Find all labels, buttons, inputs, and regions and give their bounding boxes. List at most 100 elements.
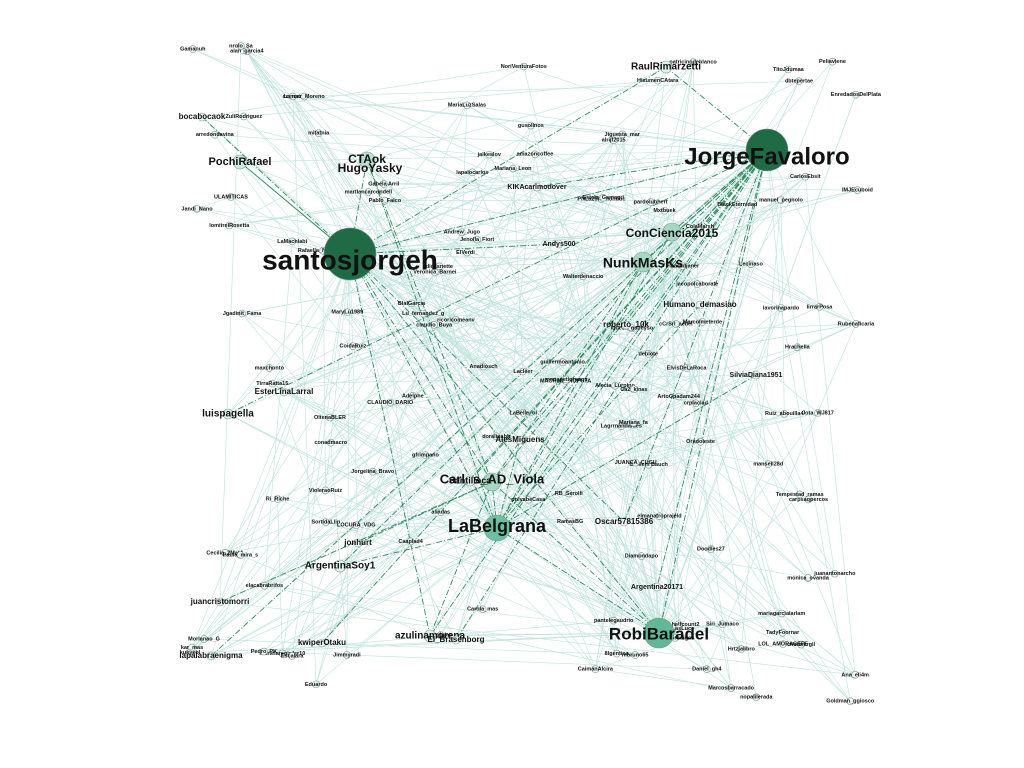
graph-edge xyxy=(291,253,351,656)
graph-edge xyxy=(603,197,644,263)
node-label: lavorinapardo xyxy=(763,305,800,311)
node-label: martlancarcondell xyxy=(345,189,393,195)
node-label: Kirk_halfcount2 xyxy=(658,622,700,628)
graph-node xyxy=(436,631,445,640)
graph-edge xyxy=(325,231,673,491)
node-label: Anadiosch xyxy=(469,364,498,370)
node-label: Estela_Gamagri xyxy=(582,195,624,201)
graph-node-major xyxy=(197,112,207,122)
graph-node xyxy=(682,364,691,372)
graph-node xyxy=(314,129,323,138)
graph-node xyxy=(653,76,662,85)
graph-node xyxy=(273,495,282,503)
node-label: Escalara xyxy=(281,653,305,659)
node-label: nopalilerada xyxy=(740,695,773,701)
node-label: jacopolcaborate xyxy=(675,282,718,288)
node-label: CaimanAlcira xyxy=(578,667,614,673)
graph-edge xyxy=(349,253,359,544)
node-label: JUANCA_CUCU xyxy=(615,460,657,466)
graph-node xyxy=(566,517,574,526)
node-label: Marcolmeterde xyxy=(683,319,722,325)
node-label-major: Humano_demasiao xyxy=(663,300,736,309)
graph-edge xyxy=(411,303,636,463)
graph-edge xyxy=(648,464,660,634)
node-label: Veronica_Barnei xyxy=(413,270,457,276)
graph-node xyxy=(288,652,296,660)
graph-edge-strong xyxy=(496,439,521,529)
graph-node xyxy=(288,237,297,246)
graph-edge xyxy=(472,172,660,634)
graph-node xyxy=(655,512,664,521)
graph-node-major xyxy=(482,472,502,492)
node-label: Jenolla_Fiori xyxy=(460,237,494,243)
graph-edge xyxy=(755,374,809,500)
node-label-major: SilviaDiana1951 xyxy=(730,372,783,379)
node-label: claudio_Buya xyxy=(416,322,453,328)
graph-edge xyxy=(631,328,697,404)
graph-edge xyxy=(582,276,618,654)
graph-edge-strong xyxy=(658,149,768,634)
graph-node-major xyxy=(643,617,675,649)
graph-edge xyxy=(196,208,440,267)
node-label: pnlvabeCasa xyxy=(511,497,546,503)
graph-node xyxy=(312,680,320,689)
node-label: Morlanao_G xyxy=(188,636,220,642)
graph-edge xyxy=(512,149,768,169)
node-label: Walterdenaccio xyxy=(563,274,604,280)
graph-edge xyxy=(210,651,264,657)
graph-edge xyxy=(658,94,857,634)
graph-edge-strong xyxy=(339,149,768,567)
graph-edge-strong xyxy=(349,253,625,523)
graph-edge xyxy=(204,638,636,656)
graph-edge xyxy=(642,261,660,634)
node-label-major: JorgeFavaloro xyxy=(684,143,849,170)
node-label: Ca2_kinas xyxy=(620,387,647,393)
graph-edge xyxy=(528,499,660,634)
graph-node xyxy=(237,42,245,50)
graph-node xyxy=(718,620,727,628)
node-label: Tempestad_ramas xyxy=(776,492,824,498)
graph-edge-strong xyxy=(349,149,768,255)
graph-edge xyxy=(440,149,768,636)
node-label: Jiguesta_mar xyxy=(605,132,641,138)
graph-node xyxy=(531,150,539,159)
node-label: LOL_AMORAGEFE xyxy=(758,642,808,648)
graph-edge xyxy=(369,167,836,574)
graph-node xyxy=(764,460,773,468)
graph-edge xyxy=(291,204,738,657)
graph-edge xyxy=(277,264,752,500)
node-label: Andrew_Jugo xyxy=(444,230,481,236)
graph-edge xyxy=(283,261,644,393)
graph-edge xyxy=(466,252,660,634)
graph-edge xyxy=(569,396,679,522)
graph-edge xyxy=(658,231,673,634)
node-label: Carola_mas xyxy=(467,607,498,613)
graph-edge xyxy=(330,134,623,443)
graph-edge xyxy=(318,132,768,151)
graph-node xyxy=(478,605,487,614)
node-label: ElvisDeLaRoca xyxy=(667,365,708,371)
graph-edge-strong xyxy=(210,149,768,657)
graph-node xyxy=(737,645,746,653)
graph-edge xyxy=(356,412,819,526)
node-label-major: Santilloca xyxy=(449,475,493,485)
graph-edge xyxy=(411,303,498,529)
graph-node xyxy=(631,458,640,467)
graph-edge xyxy=(369,167,411,542)
graph-edge xyxy=(476,80,800,240)
graph-edge xyxy=(372,471,660,634)
graph-edge xyxy=(522,324,627,372)
graph-node-major xyxy=(464,475,476,487)
node-label: Jorgelina_Bravo xyxy=(351,469,395,475)
graph-node xyxy=(479,362,488,371)
graph-node-major xyxy=(451,635,461,645)
node-label: elmanatroprajeld xyxy=(637,514,681,520)
graph-node xyxy=(644,460,653,469)
node-label: MaryLu1989 xyxy=(331,310,363,316)
graph-edge xyxy=(621,134,633,329)
graph-edge xyxy=(536,186,673,233)
graph-edge xyxy=(349,168,514,255)
graph-node xyxy=(227,193,235,201)
graph-node-major xyxy=(483,514,511,542)
graph-edge xyxy=(201,116,673,233)
